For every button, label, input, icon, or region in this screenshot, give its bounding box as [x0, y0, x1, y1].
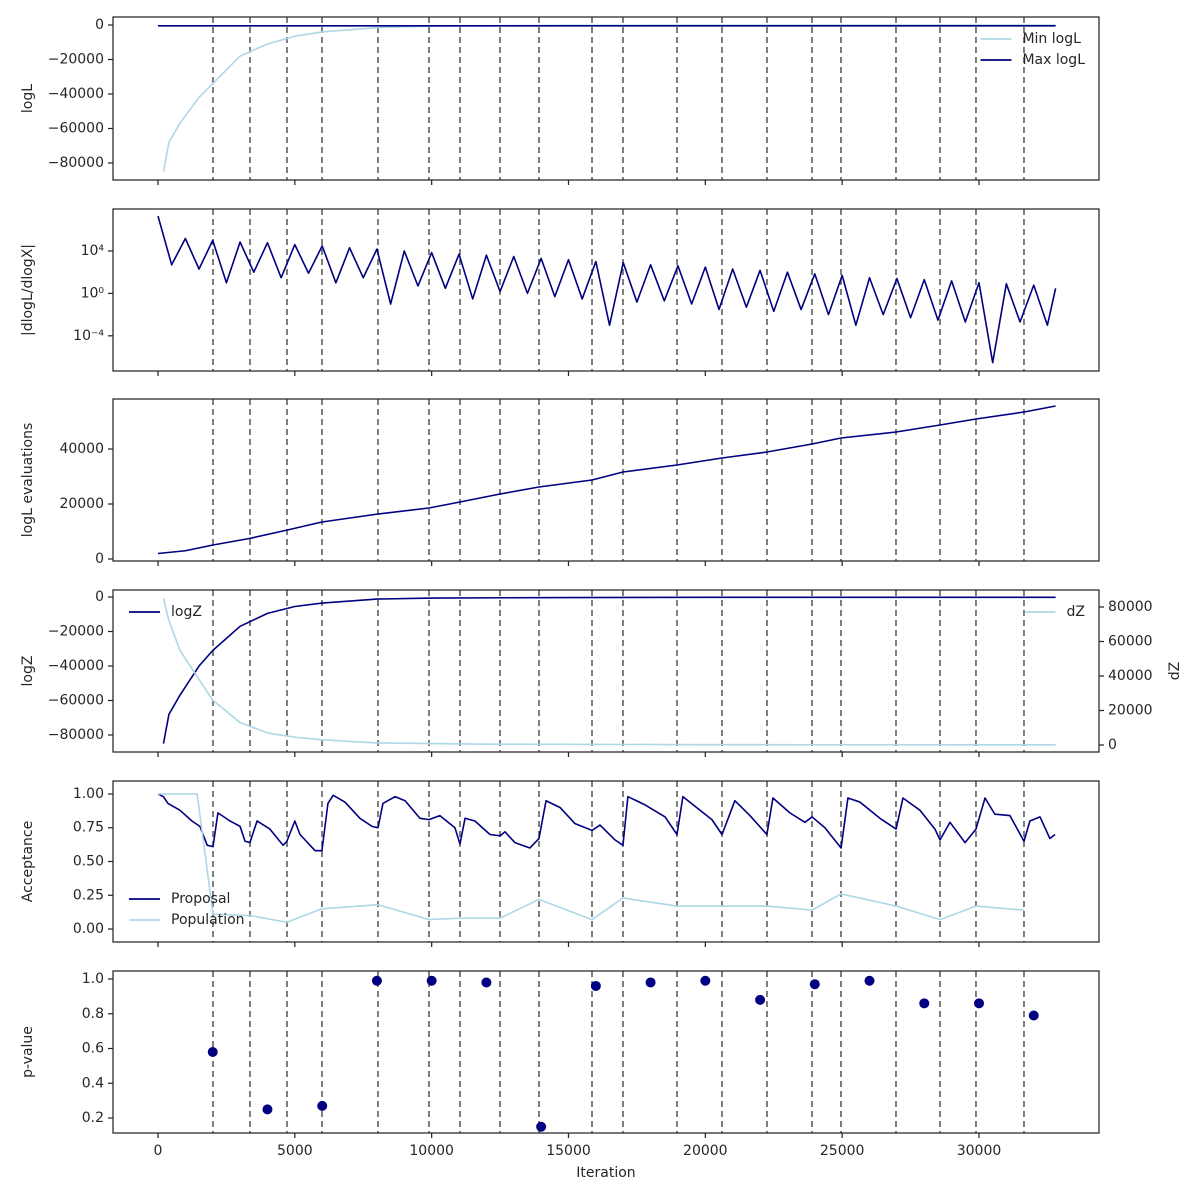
y-axis-label: logL evaluations — [20, 423, 36, 538]
y-axis-label: logZ — [20, 656, 36, 687]
y2-tick-label: 80000 — [1108, 599, 1153, 615]
axes-frame — [112, 16, 1100, 181]
legend: Proposal Population — [129, 891, 245, 928]
legend: Min logL Max logL — [980, 31, 1085, 68]
series-line — [157, 793, 1056, 852]
y-tick-label: −40000 — [48, 658, 104, 674]
y-tick-label: 0 — [95, 589, 104, 605]
point — [262, 1104, 273, 1115]
legend-label: Proposal — [171, 891, 230, 907]
point — [481, 977, 492, 988]
point — [426, 975, 437, 986]
y-tick-label: 0.25 — [73, 887, 104, 903]
y-tick-label: 20000 — [59, 496, 104, 512]
y-tick-label: −20000 — [48, 52, 104, 68]
legend-label: Max logL — [1022, 52, 1085, 68]
y2-tick-label: 0 — [1108, 737, 1117, 753]
axes-frame — [112, 208, 1100, 372]
panel: −80000 −60000 −40000 −20000 0 logL Min logL Max… — [20, 16, 1100, 185]
point — [919, 998, 930, 1009]
plot-area — [157, 781, 1056, 942]
y-tick-label: −60000 — [48, 121, 104, 137]
panel: 0.2 0.4 0.6 0.8 1.0 0 5000 10000 15000 20000 25000… — [20, 970, 1100, 1181]
point — [973, 998, 984, 1009]
y2-tick-label: 20000 — [1108, 702, 1153, 718]
plot-area — [157, 209, 1057, 371]
y-tick-label: 0.00 — [73, 921, 104, 937]
y-tick-label: −40000 — [48, 86, 104, 102]
y-axis-label: p-value — [20, 1026, 36, 1078]
x-tick-label: 10000 — [409, 1143, 454, 1159]
point — [371, 975, 382, 986]
panel: 10⁻⁴ 10⁰ 10⁴ |dlogL/dlogX| — [20, 208, 1100, 376]
y-tick-label: 0.75 — [73, 820, 104, 836]
series-line — [157, 215, 1057, 364]
y-tick-label: −80000 — [48, 727, 104, 743]
point — [590, 980, 601, 991]
y-axis-label: logL — [20, 84, 36, 113]
plot-area — [157, 17, 1056, 180]
point — [809, 979, 820, 990]
plot-area — [157, 399, 1056, 561]
panel: 0 20000 40000 logL evaluations — [20, 398, 1100, 567]
series-line — [157, 793, 1025, 924]
y-tick-label: 0.6 — [82, 1041, 104, 1057]
y-tick-label: 0.4 — [82, 1075, 104, 1091]
x-tick-label: 15000 — [546, 1143, 591, 1159]
legend-label: logZ — [171, 604, 202, 620]
series-line — [162, 24, 1056, 172]
y-tick-label: 0.2 — [82, 1110, 104, 1126]
y-axis-label: |dlogL/dlogX| — [20, 244, 36, 336]
y-tick-label: 0 — [95, 551, 104, 567]
y-tick-label: 10⁰ — [81, 285, 105, 301]
y-tick-label: 0.8 — [82, 1006, 104, 1022]
legend-label: Min logL — [1022, 31, 1081, 47]
point — [755, 994, 766, 1005]
series-line — [162, 596, 1056, 744]
y-tick-label: 0 — [95, 17, 104, 33]
y-tick-label: 1.00 — [73, 786, 104, 802]
axes-frame — [112, 589, 1100, 753]
point — [645, 977, 656, 988]
plot-area — [207, 971, 1039, 1133]
x-tick-label: 25000 — [820, 1143, 865, 1159]
legend-label: dZ — [1067, 604, 1085, 620]
point — [207, 1047, 218, 1057]
y-tick-label: 40000 — [59, 441, 104, 457]
point — [864, 975, 875, 986]
x-tick-label: 0 — [154, 1143, 163, 1159]
series-line — [157, 405, 1056, 555]
point — [700, 975, 711, 986]
axes-frame — [112, 970, 1100, 1134]
y-axis-label: Acceptance — [20, 821, 36, 902]
point — [1028, 1010, 1039, 1021]
y-tick-label: 10⁴ — [81, 243, 105, 259]
axes-frame — [112, 398, 1100, 562]
point — [317, 1100, 328, 1111]
x-tick-label: 5000 — [277, 1143, 313, 1159]
y-tick-label: 1.0 — [82, 971, 104, 987]
y-tick-label: −20000 — [48, 624, 104, 640]
point — [536, 1121, 547, 1132]
series-line — [162, 598, 1056, 746]
y-tick-label: −80000 — [48, 155, 104, 171]
y2-tick-label: 60000 — [1108, 633, 1153, 649]
legend-label: Population — [171, 912, 245, 928]
y2-tick-label: 40000 — [1108, 668, 1153, 684]
y2-axis-label: dZ — [1167, 662, 1183, 680]
y-tick-label: −60000 — [48, 693, 104, 709]
panel: −80000 −60000 −40000 −20000 0 0 20000 40000 6000… — [20, 589, 1183, 757]
x-axis-label: Iteration — [576, 1165, 635, 1181]
panel: 0.00 0.25 0.50 0.75 1.00 Acceptance Proposal Po… — [20, 780, 1100, 947]
legend: dZ — [1024, 604, 1085, 620]
y-tick-label: 0.50 — [73, 854, 104, 870]
legend: logZ — [129, 604, 202, 620]
x-tick-label: 20000 — [683, 1143, 728, 1159]
plot-area — [162, 590, 1056, 752]
x-tick-label: 30000 — [957, 1143, 1002, 1159]
y-tick-label: 10⁻⁴ — [73, 328, 104, 344]
